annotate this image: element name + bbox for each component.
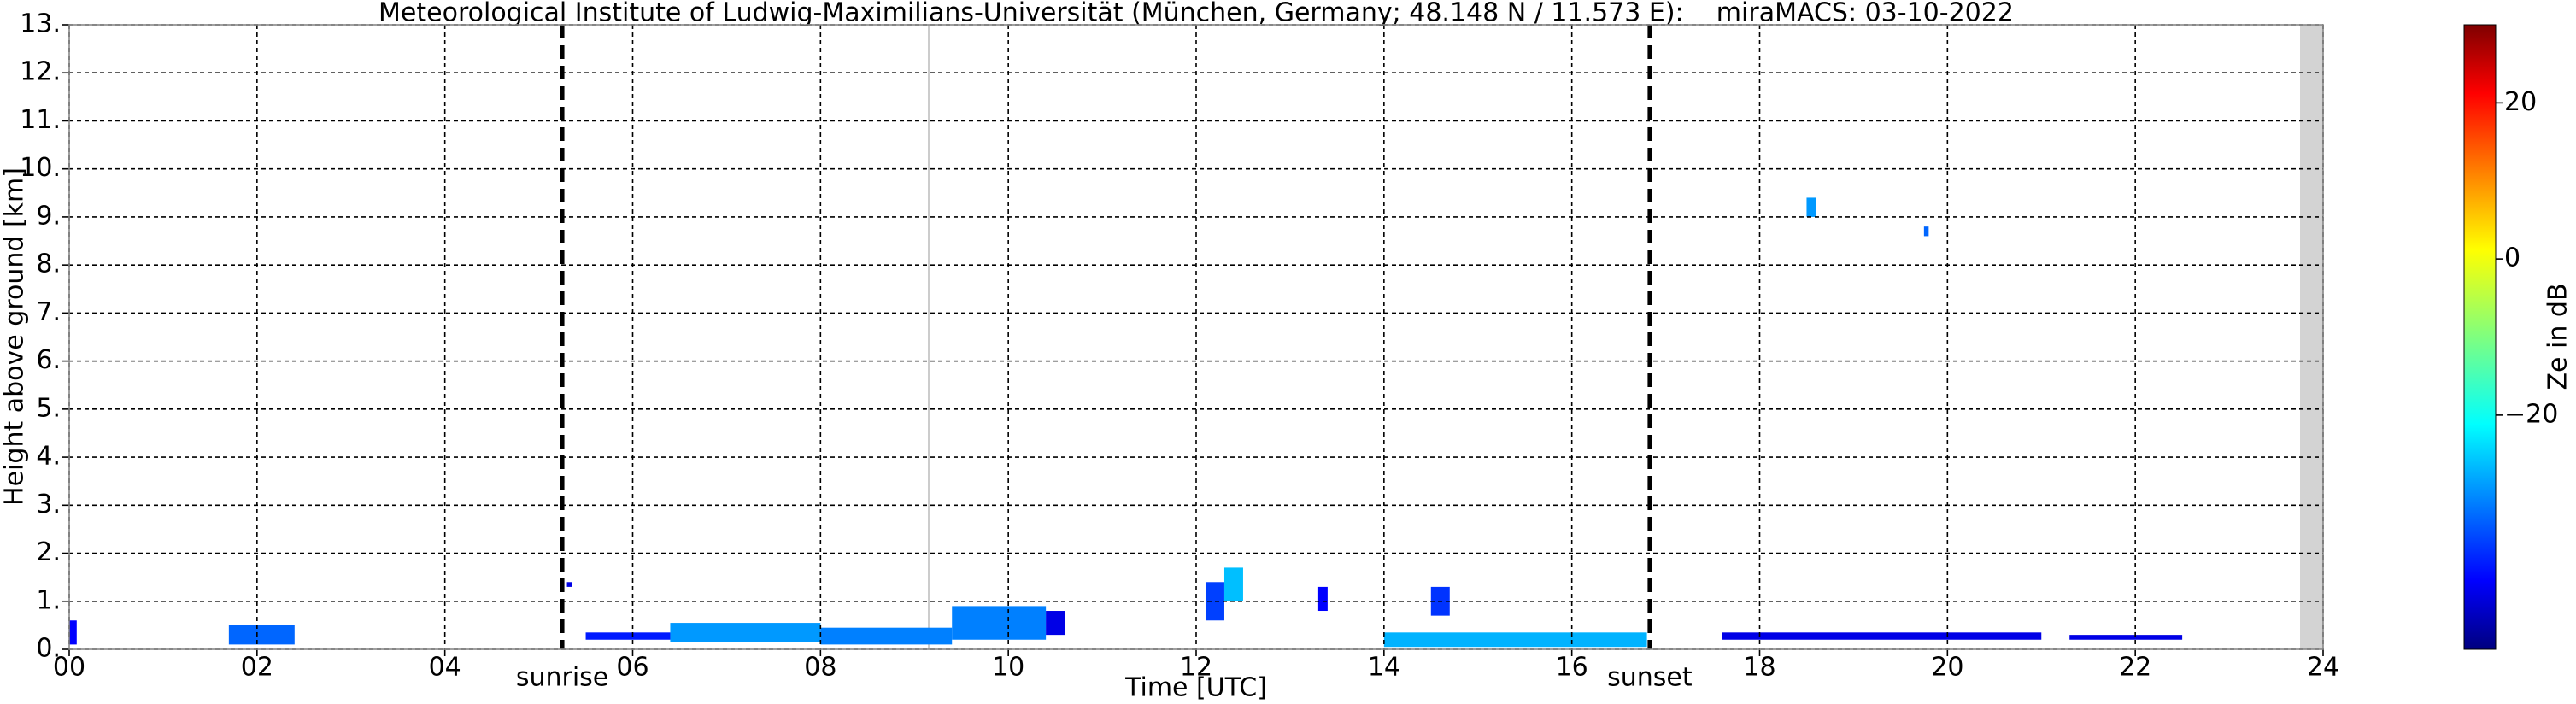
echo (228, 625, 295, 645)
y-tick-label: 9. (36, 201, 61, 231)
echo (952, 606, 1047, 640)
colorbar (2464, 25, 2496, 649)
y-tick-label: 7. (36, 297, 61, 327)
echo (1223, 567, 1243, 601)
x-tick-label: 00 (53, 653, 85, 683)
echo (585, 632, 671, 640)
sun-marker-label: sunrise (516, 663, 608, 693)
y-tick-label: 6. (36, 345, 61, 375)
colorbar-frame (2463, 24, 2497, 650)
x-tick-label: 08 (804, 653, 836, 683)
x-tick-label: 12 (1180, 653, 1212, 683)
echo (1806, 197, 1816, 217)
plot-frame (68, 24, 2324, 650)
echo (1923, 226, 1929, 237)
x-tick-label: 24 (2307, 653, 2339, 683)
echo (820, 627, 953, 645)
echo (2069, 635, 2183, 640)
echo (566, 582, 572, 587)
x-tick-label: 22 (2119, 653, 2151, 683)
y-tick-label: 11. (20, 105, 61, 135)
colorbar-tick-label: 0 (2504, 243, 2520, 273)
x-tick-label: 04 (429, 653, 461, 683)
no-data-region (2300, 25, 2323, 649)
y-tick-label: 10. (20, 153, 61, 183)
chart-title: Meteorological Institute of Ludwig-Maxim… (378, 0, 2014, 28)
y-tick-label: 3. (36, 490, 61, 519)
x-axis-label: Time [UTC] (1124, 673, 1267, 703)
echo (1317, 586, 1328, 612)
x-tick-label: 06 (616, 653, 648, 683)
echo (1383, 632, 1647, 648)
y-tick-label: 5. (36, 393, 61, 423)
echo (1046, 611, 1065, 636)
colorbar-tick-label: −20 (2504, 399, 2558, 429)
sun-marker-label: sunset (1607, 663, 1693, 693)
echo (1722, 632, 2042, 640)
colorbar-label: Ze in dB (2544, 283, 2573, 390)
y-tick-label: 4. (36, 442, 61, 472)
colorbar-tick-label: 20 (2504, 87, 2537, 117)
y-tick-label: 2. (36, 537, 61, 567)
y-axis-label: Height above ground [km] (0, 167, 30, 506)
x-tick-label: 10 (992, 653, 1024, 683)
echo (670, 623, 821, 642)
y-tick-label: 8. (36, 249, 61, 279)
y-tick-label: 13. (20, 9, 61, 39)
x-tick-label: 18 (1743, 653, 1775, 683)
x-tick-label: 02 (241, 653, 273, 683)
x-tick-label: 16 (1556, 653, 1588, 683)
y-tick-label: 12. (20, 57, 61, 87)
echo (1205, 582, 1224, 621)
x-tick-label: 14 (1368, 653, 1400, 683)
x-tick-label: 20 (1931, 653, 1963, 683)
y-tick-label: 0. (36, 634, 61, 664)
y-tick-label: 1. (36, 585, 61, 615)
echo (69, 620, 77, 645)
